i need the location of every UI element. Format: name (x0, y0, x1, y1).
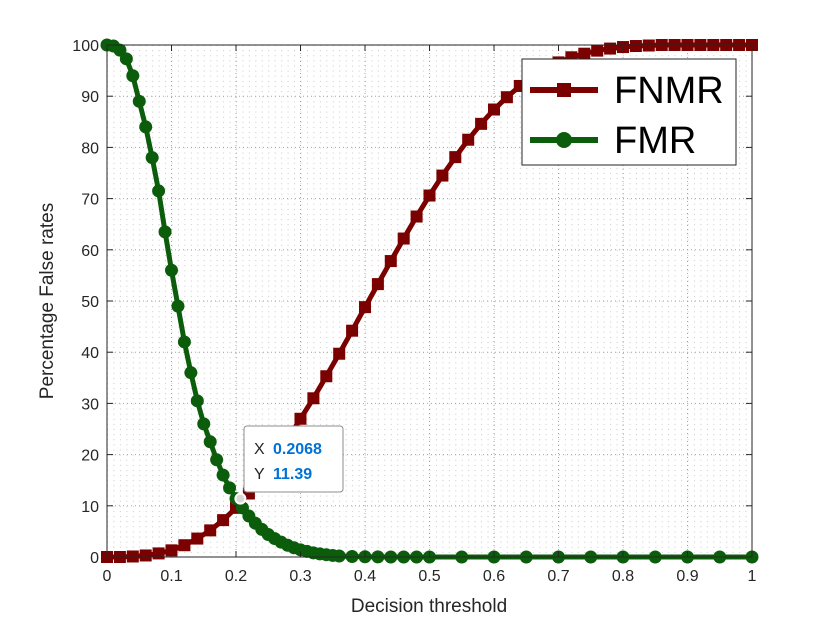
x-tick-labels: 0 0.1 0.2 0.3 0.4 0.5 0.6 0.7 0.8 0.9 1 (103, 568, 757, 585)
data-point-fnmr (191, 532, 204, 545)
data-point-fmr (132, 94, 146, 108)
data-point-fnmr (436, 169, 449, 182)
y-tick-labels: 0 10 20 30 40 50 60 70 80 90 100 (72, 38, 99, 567)
data-point-fmr (223, 481, 237, 495)
x-tick-label: 0.7 (547, 568, 569, 585)
data-point-fmr (345, 549, 359, 563)
y-tick-label: 50 (81, 294, 99, 311)
y-tick-label: 60 (81, 243, 99, 260)
data-point-fmr (145, 151, 159, 165)
data-point-fnmr (204, 524, 217, 537)
data-point-fnmr (423, 189, 436, 202)
x-tick-label: 0.4 (354, 568, 376, 585)
data-point-fmr (139, 120, 153, 134)
tick-layer (106, 44, 753, 558)
data-point-fnmr (333, 347, 346, 360)
datatip-y-value: 11.39 (273, 466, 312, 483)
data-point-fnmr (578, 47, 591, 60)
datatip-x-value: 0.2068 (273, 441, 322, 458)
data-point-fmr (190, 394, 204, 408)
data-point-fnmr (384, 255, 397, 268)
data-point-fmr (119, 52, 133, 66)
data-point-fnmr (604, 42, 617, 55)
data-point-fnmr (346, 324, 359, 337)
data-point-fnmr (397, 232, 410, 245)
data-point-fnmr (139, 549, 152, 562)
data-point-fnmr (320, 370, 333, 383)
legend[interactable]: FNMR FMR (521, 58, 737, 166)
x-tick-label: 0.9 (676, 568, 698, 585)
datatip-box (243, 425, 344, 493)
y-tick-label: 90 (81, 89, 99, 106)
data-point-fmr (158, 225, 172, 239)
legend-label-fnmr: FNMR (614, 70, 724, 112)
x-tick-label: 0.8 (612, 568, 634, 585)
data-point-fnmr (152, 547, 165, 560)
data-point-fnmr (178, 539, 191, 552)
data-point-fmr (197, 417, 211, 431)
x-tick-label: 0.6 (483, 568, 505, 585)
data-point-fmr (152, 184, 166, 198)
data-point-fnmr (371, 278, 384, 291)
data-point-fnmr (359, 301, 371, 314)
x-tick-label: 0.3 (289, 568, 311, 585)
y-tick-label: 40 (81, 345, 99, 362)
y-tick-label: 20 (81, 448, 99, 465)
x-tick-label: 0 (103, 568, 112, 585)
datatip-y-key: Y (254, 466, 265, 483)
legend-label-fmr: FMR (614, 120, 696, 162)
datatip-x-key: X (254, 441, 265, 458)
y-axis-label: Percentage False rates (37, 203, 58, 399)
y-tick-label: 0 (90, 550, 99, 567)
data-point-fnmr (307, 392, 320, 405)
data-point-fmr (126, 69, 140, 83)
legend-box (521, 58, 737, 166)
legend-marker-fnmr (557, 83, 571, 97)
data-point-fnmr (488, 103, 500, 116)
y-tick-label: 70 (81, 192, 99, 209)
data-point-fnmr (500, 91, 513, 104)
data-point-fnmr (475, 117, 488, 130)
data-point-fmr (171, 299, 185, 313)
data-point-fnmr (642, 39, 655, 52)
legend-marker-fmr (556, 132, 572, 148)
data-point-fmr (203, 435, 217, 449)
y-tick-label: 30 (81, 396, 99, 413)
data-point-fnmr (591, 44, 604, 57)
data-point-fnmr (462, 133, 475, 146)
data-point-fnmr (410, 210, 423, 223)
x-tick-label: 0.2 (225, 568, 247, 585)
x-tick-label: 0.1 (160, 568, 182, 585)
data-point-fmr (332, 549, 346, 563)
datatip-point[interactable] (234, 492, 247, 505)
data-point-fnmr (629, 40, 642, 53)
data-point-fnmr (217, 514, 230, 527)
data-point-fnmr (294, 412, 307, 425)
data-point-fmr (216, 468, 230, 482)
y-tick-label: 10 (81, 499, 99, 516)
data-point-fmr (210, 453, 224, 467)
data-point-fnmr (449, 151, 462, 164)
data-point-fnmr (126, 550, 139, 563)
y-tick-label: 80 (81, 140, 99, 157)
data-point-fnmr (165, 544, 178, 557)
datatip[interactable]: X 0.2068 Y 11.39 (234, 425, 344, 505)
data-point-fmr (177, 335, 191, 349)
data-point-fmr (184, 366, 198, 380)
x-tick-label: 1 (748, 568, 757, 585)
x-axis-label: Decision threshold (351, 596, 507, 617)
data-point-fmr (165, 263, 178, 277)
x-tick-label: 0.5 (418, 568, 440, 585)
y-tick-label: 100 (72, 38, 99, 55)
